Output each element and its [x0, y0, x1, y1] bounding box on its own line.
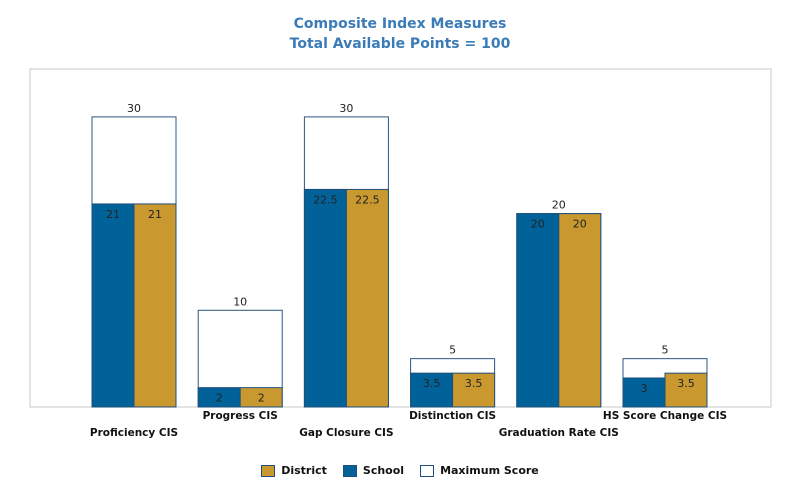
- label-maximum: 5: [662, 344, 669, 357]
- label-district: 20: [573, 218, 587, 231]
- category-label: HS Score Change CIS: [603, 410, 727, 422]
- bar-school: [410, 372, 454, 408]
- bar-school: [516, 213, 560, 408]
- bar-district: [345, 188, 389, 408]
- chart-title-line1: Composite Index Measures: [293, 16, 507, 32]
- bar-district: [558, 213, 602, 408]
- bar-district: [452, 372, 496, 408]
- bars-group: [91, 116, 708, 408]
- legend-item-school: School: [342, 464, 405, 477]
- category-label: Gap Closure CIS: [299, 427, 393, 439]
- labels-group: 30 21 21 Proficiency CIS 10 2 2 Progress CIS 30 2…: [90, 102, 727, 439]
- legend-item-maximum: Maximum Score: [420, 464, 539, 477]
- label-maximum: 30: [127, 102, 141, 115]
- legend-swatch-district: [261, 464, 276, 477]
- category-label: Progress CIS: [203, 410, 278, 422]
- bar-district: [664, 372, 708, 408]
- label-maximum: 5: [449, 344, 456, 357]
- legend-swatch-maximum: [420, 464, 435, 477]
- bar-district: [133, 203, 177, 408]
- bar-school: [91, 203, 135, 408]
- category-label: Distinction CIS: [409, 410, 496, 422]
- label-school: 3: [641, 382, 648, 395]
- legend-label-maximum: Maximum Score: [440, 464, 539, 477]
- label-maximum: 30: [339, 102, 353, 115]
- label-school: 21: [106, 208, 120, 221]
- label-district: 2: [258, 392, 265, 405]
- bar-school: [622, 377, 666, 408]
- label-school: 22.5: [313, 193, 338, 206]
- category-label: Graduation Rate CIS: [499, 427, 619, 439]
- legend-label-district: District: [281, 464, 327, 477]
- legend-swatch-school: [342, 464, 357, 477]
- label-district: 21: [148, 208, 162, 221]
- bar-school: [303, 188, 347, 408]
- label-maximum: 10: [233, 295, 247, 308]
- label-maximum: 20: [552, 199, 566, 212]
- legend-label-school: School: [362, 464, 405, 477]
- label-school: 20: [531, 218, 545, 231]
- plot-frame: [29, 68, 772, 408]
- legend: District School Maximum Score: [0, 464, 800, 477]
- bar-district: [239, 387, 283, 408]
- label-district: 22.5: [355, 193, 380, 206]
- label-school: 3.5: [423, 377, 441, 390]
- chart-title-line2: Total Available Points = 100: [289, 36, 511, 52]
- label-district: 3.5: [677, 377, 695, 390]
- chart-title: Composite Index Measures Total Available…: [0, 14, 800, 54]
- label-school: 2: [216, 392, 223, 405]
- category-label: Proficiency CIS: [90, 427, 178, 439]
- label-district: 3.5: [465, 377, 483, 390]
- legend-item-district: District: [261, 464, 327, 477]
